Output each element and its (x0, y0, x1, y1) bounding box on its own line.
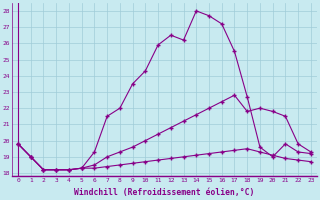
X-axis label: Windchill (Refroidissement éolien,°C): Windchill (Refroidissement éolien,°C) (74, 188, 255, 197)
